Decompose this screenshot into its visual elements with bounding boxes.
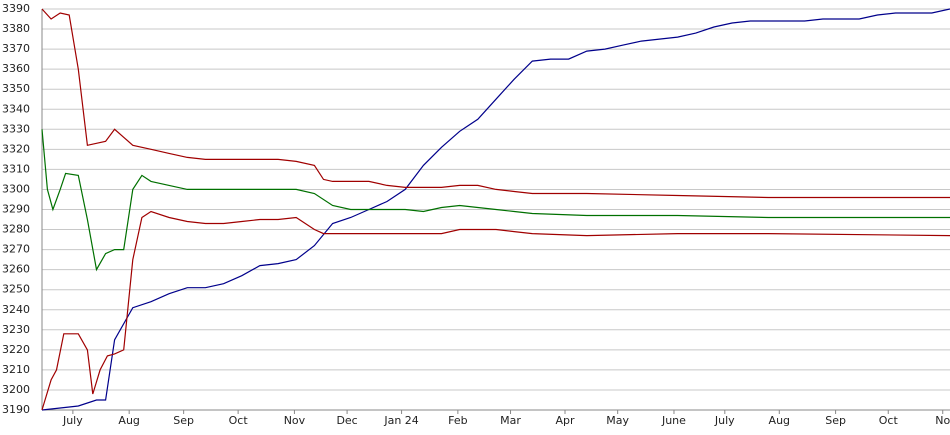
y-tick-label: 3250	[2, 283, 30, 296]
y-tick-label: 3270	[2, 243, 30, 256]
series-line	[41, 8, 950, 411]
y-tick-label: 3220	[2, 343, 30, 356]
x-tick-label: May	[606, 414, 629, 427]
y-tick-label: 3230	[2, 323, 30, 336]
x-tick-label: Dec	[336, 414, 357, 427]
y-tick-label: 3210	[2, 363, 30, 376]
x-tick-label: Apr	[555, 414, 575, 427]
x-tick-label: Oct	[229, 414, 249, 427]
x-tick-label: June	[661, 414, 686, 427]
series-line	[41, 210, 950, 411]
y-tick-label: 3290	[2, 203, 30, 216]
x-tick-label: Sep	[173, 414, 194, 427]
x-tick-label: Nov	[284, 414, 306, 427]
y-tick-label: 3240	[2, 303, 30, 316]
series-line	[41, 8, 950, 199]
y-tick-label: 3370	[2, 42, 30, 55]
y-tick-label: 3360	[2, 62, 30, 75]
x-tick-label: Aug	[118, 414, 139, 427]
y-tick-label: 3280	[2, 223, 30, 236]
x-tick-label: Feb	[448, 414, 467, 427]
y-tick-label: 3260	[2, 263, 30, 276]
x-tick-label: Aug	[769, 414, 790, 427]
series-line	[41, 129, 950, 272]
y-tick-label: 3340	[2, 102, 30, 115]
x-tick-label: Mar	[500, 414, 521, 427]
y-tick-label: 3320	[2, 142, 30, 155]
y-tick-label: 3350	[2, 82, 30, 95]
x-tick-label: Oct	[879, 414, 899, 427]
x-tick-label: Sep	[825, 414, 846, 427]
x-tick-label: July	[62, 414, 83, 427]
y-tick-label: 3200	[2, 383, 30, 396]
y-tick-label: 3310	[2, 162, 30, 175]
y-tick-label: 3300	[2, 182, 30, 195]
y-tick-label: 3190	[2, 403, 30, 416]
x-tick-label: No	[935, 414, 950, 427]
y-tick-label: 3390	[2, 2, 30, 15]
x-tick-label: Jan 24	[383, 414, 418, 427]
x-tick-label: July	[714, 414, 735, 427]
y-tick-label: 3330	[2, 122, 30, 135]
y-tick-label: 3380	[2, 22, 30, 35]
